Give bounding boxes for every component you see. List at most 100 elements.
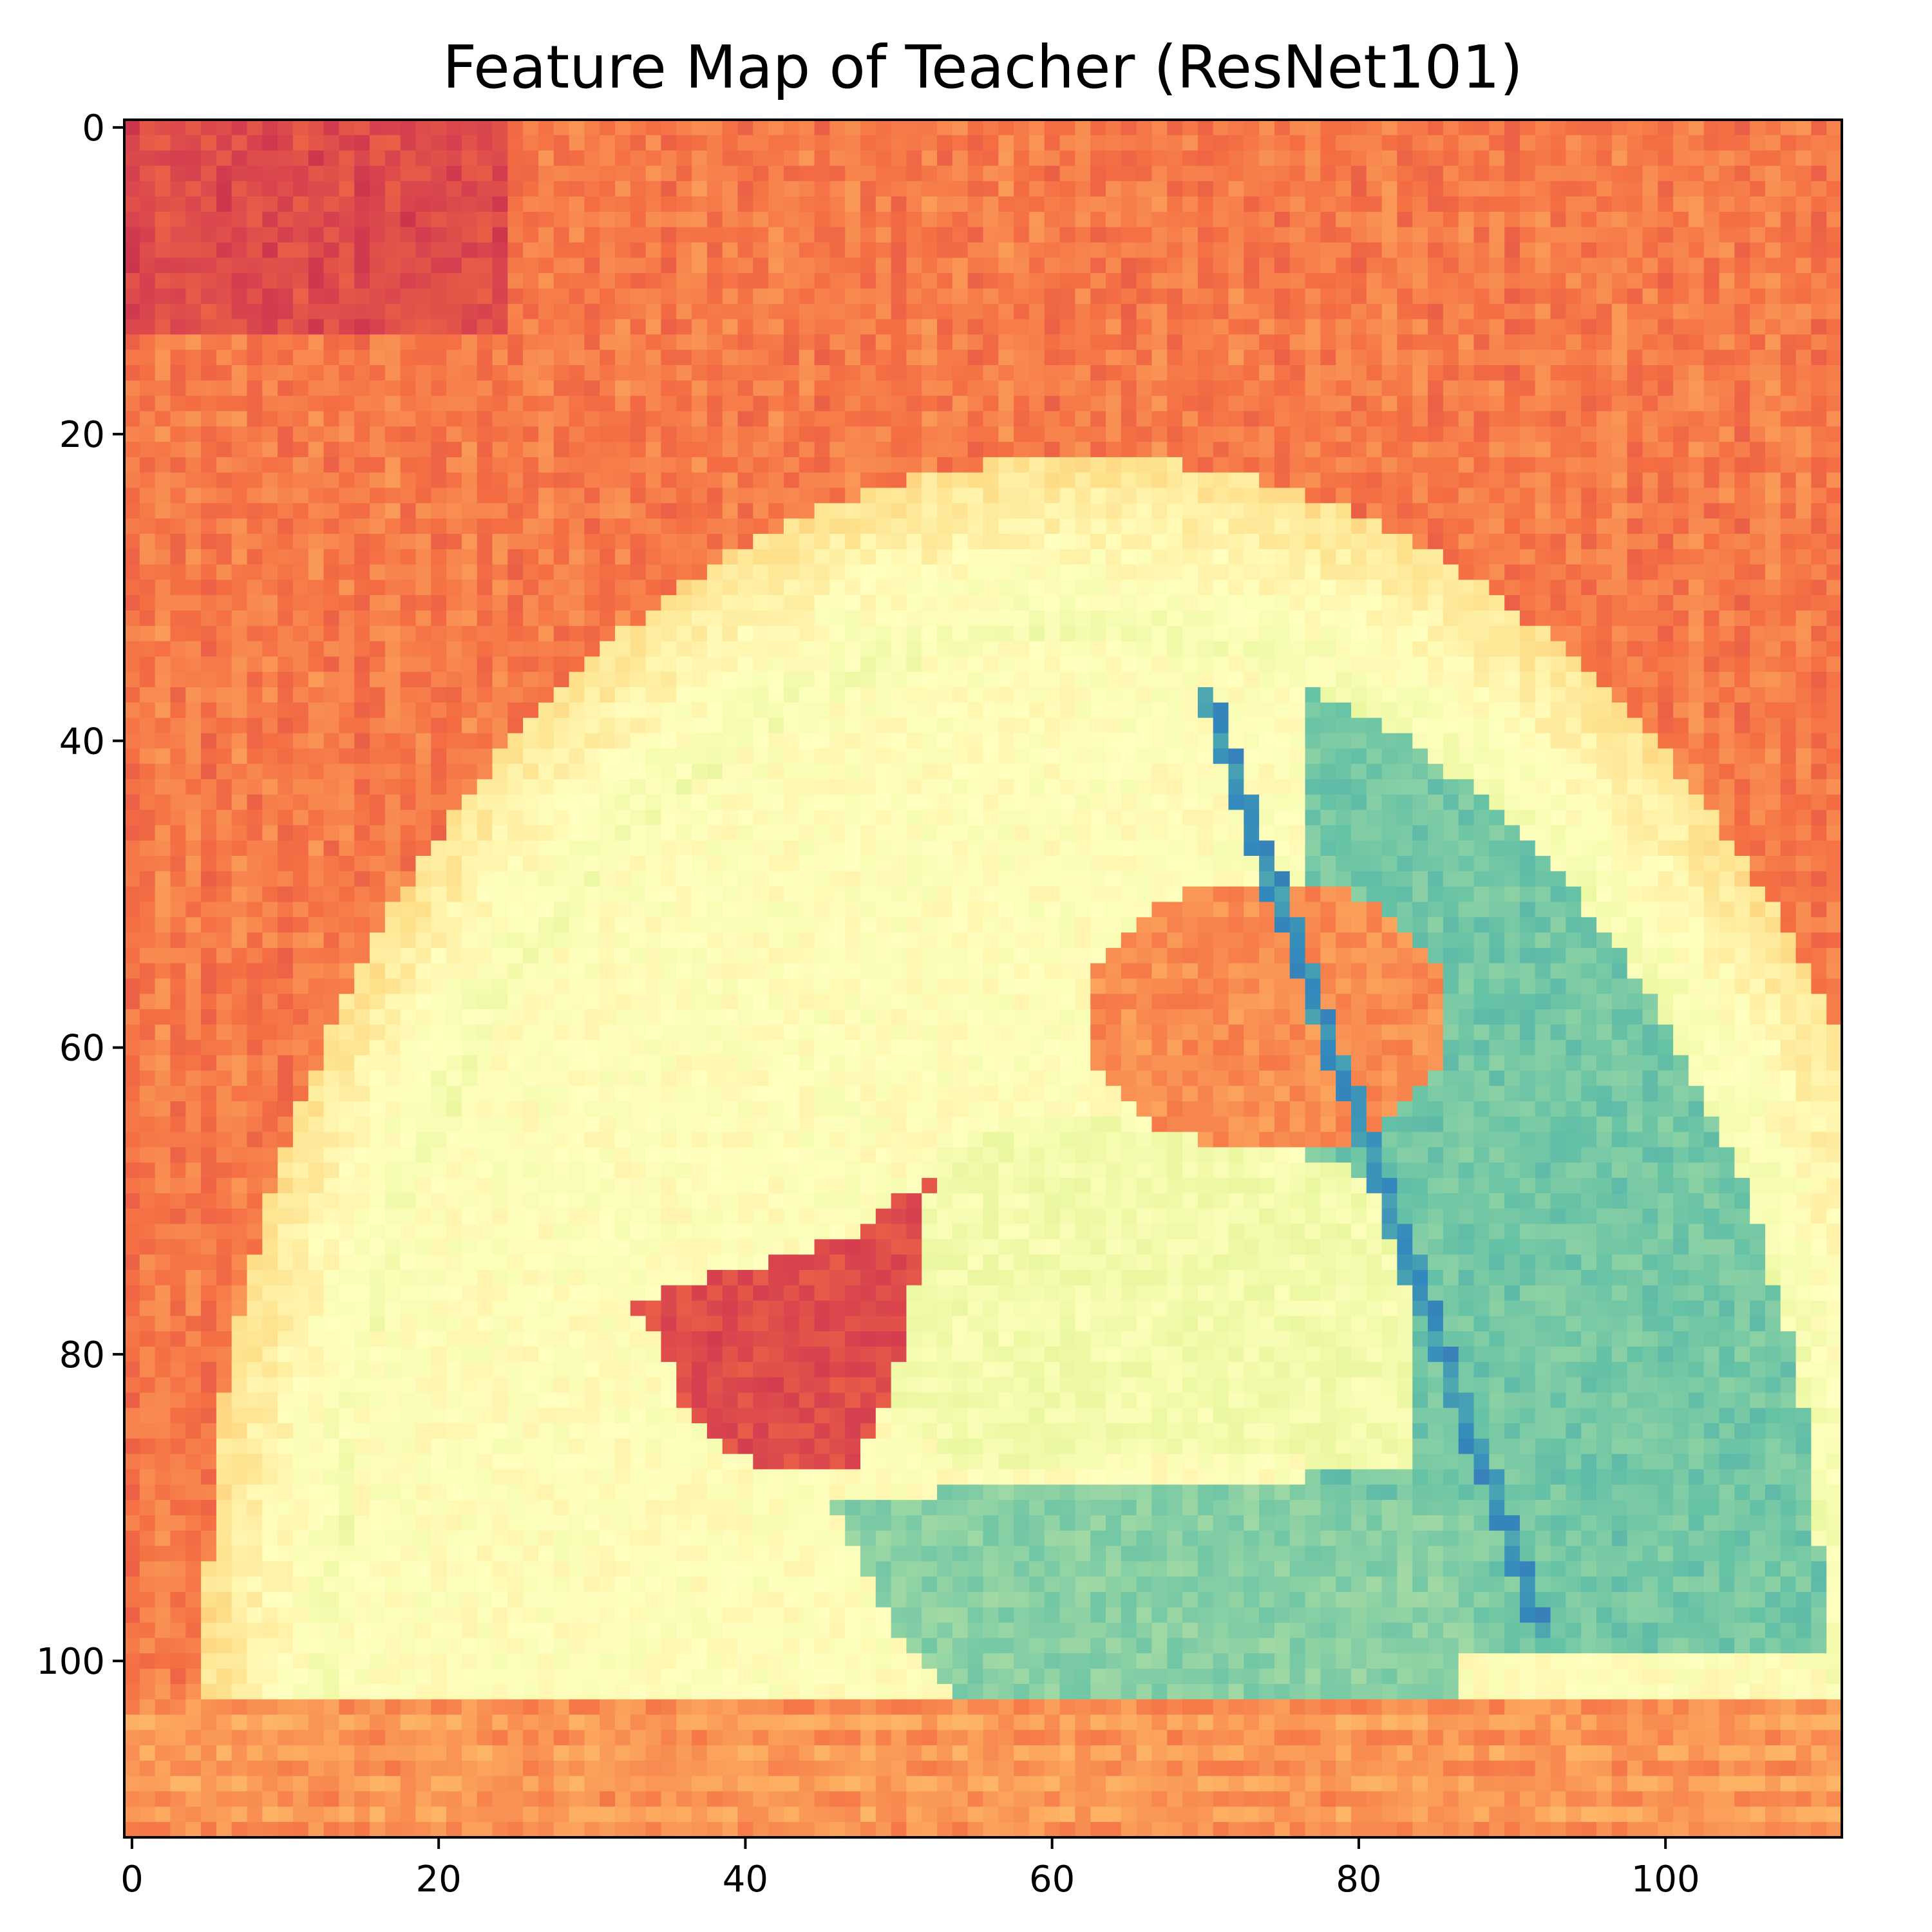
heatmap-cell bbox=[1658, 227, 1674, 243]
heatmap-cell bbox=[1611, 258, 1628, 274]
heatmap-cell bbox=[1750, 641, 1766, 658]
heatmap-cell bbox=[1259, 242, 1275, 258]
heatmap-cell bbox=[829, 717, 846, 734]
heatmap-cell bbox=[1688, 533, 1705, 550]
heatmap-cell bbox=[1259, 365, 1275, 381]
heatmap-cell bbox=[1121, 319, 1137, 335]
heatmap-cell bbox=[216, 580, 232, 596]
heatmap-cell bbox=[354, 196, 370, 213]
heatmap-cell bbox=[1428, 564, 1444, 580]
heatmap-cell bbox=[124, 135, 140, 151]
heatmap-cell bbox=[1397, 380, 1413, 397]
heatmap-cell bbox=[937, 656, 953, 672]
heatmap-cell bbox=[1259, 288, 1275, 305]
heatmap-cell bbox=[676, 580, 692, 596]
heatmap-cell bbox=[1059, 549, 1075, 565]
heatmap-cell bbox=[1734, 442, 1750, 458]
heatmap-cell bbox=[1213, 611, 1229, 627]
heatmap-cell bbox=[983, 227, 999, 243]
heatmap-cell bbox=[415, 258, 431, 274]
heatmap-cell bbox=[1443, 395, 1459, 412]
heatmap-cell bbox=[906, 380, 922, 397]
heatmap-cell bbox=[461, 334, 478, 350]
heatmap-cell bbox=[737, 717, 753, 734]
heatmap-cell bbox=[845, 794, 861, 811]
heatmap-cell bbox=[1182, 472, 1198, 489]
heatmap-cell bbox=[1167, 733, 1183, 749]
heatmap-cell bbox=[446, 779, 462, 795]
heatmap-cell bbox=[692, 442, 708, 458]
heatmap-cell bbox=[1014, 488, 1030, 504]
heatmap-cell bbox=[1274, 258, 1291, 274]
heatmap-cell bbox=[384, 426, 401, 442]
heatmap-cell bbox=[185, 533, 202, 550]
heatmap-cell bbox=[201, 181, 217, 197]
heatmap-cell bbox=[722, 135, 739, 151]
heatmap-cell bbox=[308, 319, 325, 335]
heatmap-cell bbox=[1244, 748, 1260, 764]
heatmap-cell bbox=[384, 641, 401, 658]
heatmap-cell bbox=[783, 518, 800, 535]
heatmap-cell bbox=[1381, 350, 1398, 366]
heatmap-cell bbox=[124, 794, 140, 811]
heatmap-cell bbox=[1611, 702, 1628, 719]
heatmap-cell bbox=[308, 395, 325, 412]
heatmap-cell bbox=[1703, 672, 1720, 688]
heatmap-cell bbox=[1566, 288, 1582, 305]
heatmap-cell bbox=[615, 150, 631, 167]
heatmap-cell bbox=[630, 794, 647, 811]
heatmap-cell bbox=[1734, 779, 1750, 795]
heatmap-cell bbox=[722, 733, 739, 749]
heatmap-cell bbox=[139, 717, 156, 734]
heatmap-cell bbox=[630, 303, 647, 320]
heatmap-cell bbox=[722, 120, 739, 136]
heatmap-cell bbox=[1028, 733, 1045, 749]
heatmap-cell bbox=[1274, 779, 1291, 795]
heatmap-cell bbox=[768, 457, 784, 473]
heatmap-cell bbox=[722, 380, 739, 397]
heatmap-cell bbox=[845, 258, 861, 274]
heatmap-cell bbox=[538, 580, 554, 596]
heatmap-cell bbox=[1611, 687, 1628, 703]
heatmap-cell bbox=[952, 334, 969, 350]
heatmap-cell bbox=[247, 595, 263, 611]
heatmap-cell bbox=[170, 687, 186, 703]
heatmap-cell bbox=[446, 748, 462, 764]
heatmap-cell bbox=[1811, 503, 1827, 519]
heatmap-cell bbox=[1566, 717, 1582, 734]
heatmap-cell bbox=[523, 779, 539, 795]
heatmap-cell bbox=[1059, 426, 1075, 442]
heatmap-cell bbox=[1811, 702, 1827, 719]
heatmap-cell bbox=[1627, 533, 1643, 550]
heatmap-cell bbox=[477, 426, 493, 442]
heatmap-cell bbox=[1320, 227, 1336, 243]
heatmap-cell bbox=[1059, 211, 1075, 228]
heatmap-cell bbox=[1366, 748, 1383, 764]
heatmap-cell bbox=[1182, 779, 1198, 795]
heatmap-cell bbox=[875, 488, 892, 504]
heatmap-cell bbox=[1197, 411, 1214, 427]
heatmap-cell bbox=[983, 166, 999, 182]
heatmap-cell bbox=[155, 748, 171, 764]
heatmap-cell bbox=[1443, 656, 1459, 672]
heatmap-cell bbox=[1259, 380, 1275, 397]
heatmap-cell bbox=[600, 656, 616, 672]
heatmap-cell bbox=[1795, 227, 1812, 243]
heatmap-cell bbox=[262, 488, 278, 504]
heatmap-cell bbox=[753, 595, 769, 611]
heatmap-cell bbox=[829, 641, 846, 658]
heatmap-cell bbox=[507, 380, 524, 397]
heatmap-cell bbox=[1121, 380, 1137, 397]
heatmap-cell bbox=[630, 319, 647, 335]
heatmap-cell bbox=[446, 166, 462, 182]
heatmap-cell bbox=[630, 779, 647, 795]
heatmap-cell bbox=[1167, 488, 1183, 504]
heatmap-cell bbox=[1259, 273, 1275, 289]
heatmap-cell bbox=[1059, 717, 1075, 734]
heatmap-cell bbox=[1182, 380, 1198, 397]
heatmap-cell bbox=[1596, 595, 1613, 611]
heatmap-cell bbox=[1412, 426, 1428, 442]
heatmap-cell bbox=[1121, 150, 1137, 167]
heatmap-cell bbox=[1028, 641, 1045, 658]
heatmap-cell bbox=[1750, 611, 1766, 627]
